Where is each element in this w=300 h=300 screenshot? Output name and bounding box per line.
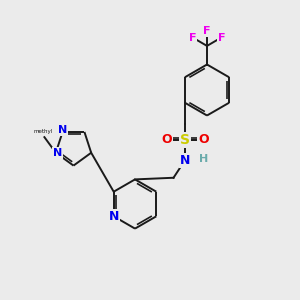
Text: methyl: methyl: [33, 128, 52, 134]
Text: O: O: [198, 134, 209, 146]
Text: S: S: [180, 133, 190, 147]
Text: F: F: [218, 32, 225, 43]
Text: N: N: [58, 125, 67, 136]
Text: O: O: [161, 134, 172, 146]
Text: N: N: [180, 154, 190, 167]
Text: N: N: [109, 210, 119, 223]
Text: F: F: [203, 26, 211, 36]
Text: N: N: [53, 148, 62, 158]
Text: H: H: [199, 154, 208, 164]
Text: F: F: [189, 32, 196, 43]
